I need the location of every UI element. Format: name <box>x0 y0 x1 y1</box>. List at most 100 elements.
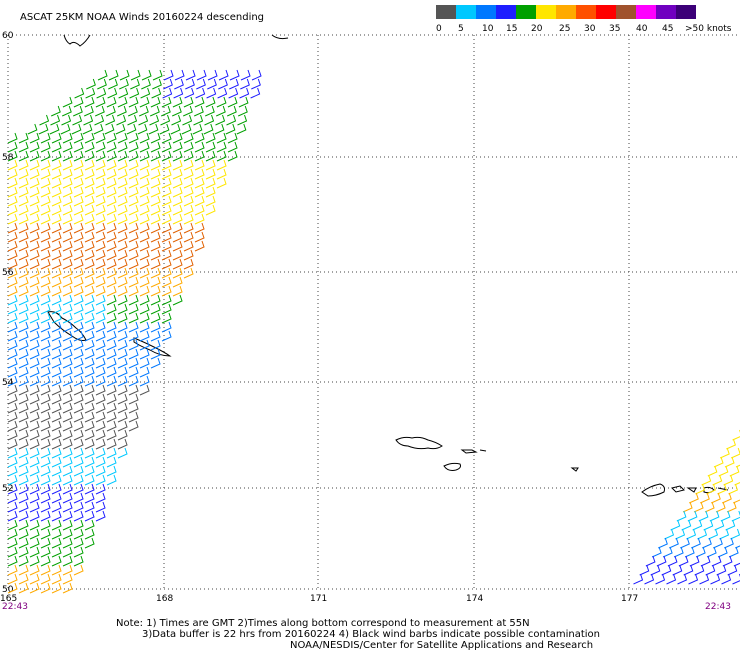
wind-barb <box>138 114 149 126</box>
wind-barb <box>40 456 51 468</box>
wind-barb <box>106 465 117 477</box>
wind-barb <box>29 555 40 567</box>
wind-barb <box>7 141 18 153</box>
wind-barb <box>117 150 128 162</box>
wind-barb <box>95 501 106 513</box>
wind-barb <box>73 438 84 450</box>
wind-barb <box>656 555 667 567</box>
wind-barb <box>51 447 62 459</box>
wind-barb <box>95 483 106 495</box>
wind-barb <box>128 258 139 270</box>
wind-barb <box>735 464 740 468</box>
wind-barb <box>73 537 84 549</box>
wind-barb <box>150 168 161 180</box>
wind-barb <box>710 573 721 585</box>
wind-barb <box>95 195 106 207</box>
wind-barb <box>7 177 18 189</box>
wind-barb <box>106 429 117 441</box>
wind-barb <box>95 96 106 108</box>
wind-barb <box>139 249 150 261</box>
wind-barb <box>51 267 62 279</box>
wind-barb <box>84 312 95 324</box>
wind-barb <box>51 519 62 531</box>
wind-barb <box>73 186 84 198</box>
wind-barb <box>51 312 62 324</box>
wind-barb <box>73 330 84 342</box>
rat-islet-3 <box>703 486 715 494</box>
wind-barb <box>106 222 117 234</box>
wind-barb <box>128 330 139 342</box>
wind-barb <box>216 168 227 180</box>
wind-barb <box>40 537 51 549</box>
wind-barb <box>62 339 73 351</box>
wind-barb <box>117 258 128 270</box>
wind-barb <box>237 105 248 117</box>
wind-barb <box>84 267 95 279</box>
wind-barb <box>95 402 106 414</box>
wind-barb <box>205 132 216 144</box>
wind-barb <box>150 96 161 108</box>
wind-barb <box>709 510 720 522</box>
wind-barb <box>29 510 40 522</box>
wind-barb <box>106 456 117 468</box>
wind-barb <box>18 195 29 207</box>
wind-barb <box>216 96 227 108</box>
wind-barb <box>95 375 106 387</box>
wind-barb <box>701 474 712 486</box>
wind-barb <box>139 168 150 180</box>
wind-barb <box>84 519 95 531</box>
wind-barb <box>183 177 194 189</box>
wind-barb <box>139 384 150 396</box>
wind-barb <box>40 420 51 432</box>
wind-barb <box>172 294 183 306</box>
wind-barb <box>692 519 703 531</box>
wind-barb <box>150 267 161 279</box>
legend-label: 40 <box>636 24 648 34</box>
wind-barb <box>18 321 29 333</box>
wind-barb <box>139 132 150 144</box>
wind-barb <box>84 285 95 297</box>
wind-barb <box>18 177 29 189</box>
wind-barb <box>226 114 237 126</box>
wind-barb <box>728 546 739 558</box>
wind-barb <box>73 456 84 468</box>
wind-barb <box>50 105 61 117</box>
wind-barb <box>128 303 139 315</box>
wind-barb <box>73 474 84 486</box>
wind-barb <box>51 528 62 540</box>
wind-barb <box>700 492 710 504</box>
wind-barb <box>51 240 62 252</box>
wind-barb <box>29 222 40 234</box>
wind-barb <box>62 348 73 360</box>
wind-barb <box>238 96 249 108</box>
wind-barb <box>106 276 117 288</box>
wind-barb <box>128 231 139 243</box>
wind-barb <box>18 528 29 540</box>
wind-barb <box>139 231 150 243</box>
wind-barb <box>62 402 73 414</box>
wind-barb <box>182 114 193 126</box>
wind-barb <box>73 366 84 378</box>
wind-barb <box>117 402 128 414</box>
wind-barb <box>183 249 194 261</box>
wind-barb <box>18 384 29 396</box>
wind-barb <box>62 267 73 279</box>
wind-barb <box>51 411 62 423</box>
wind-barb <box>172 213 183 225</box>
wind-barb <box>95 177 106 189</box>
wind-barb <box>150 150 161 162</box>
wind-barb <box>645 555 656 567</box>
wind-barb <box>724 537 734 549</box>
wind-barb <box>84 528 95 540</box>
lon-label-165: 165 <box>0 594 17 604</box>
wind-barb <box>84 186 95 198</box>
wind-barb <box>129 87 140 99</box>
wind-barb <box>73 312 84 324</box>
wind-barb <box>139 258 150 270</box>
wind-barb <box>139 186 150 198</box>
wind-barb <box>240 78 250 90</box>
wind-barb <box>104 123 115 135</box>
wind-barb <box>29 402 40 414</box>
wind-barb <box>84 492 95 504</box>
wind-barb <box>51 285 62 297</box>
